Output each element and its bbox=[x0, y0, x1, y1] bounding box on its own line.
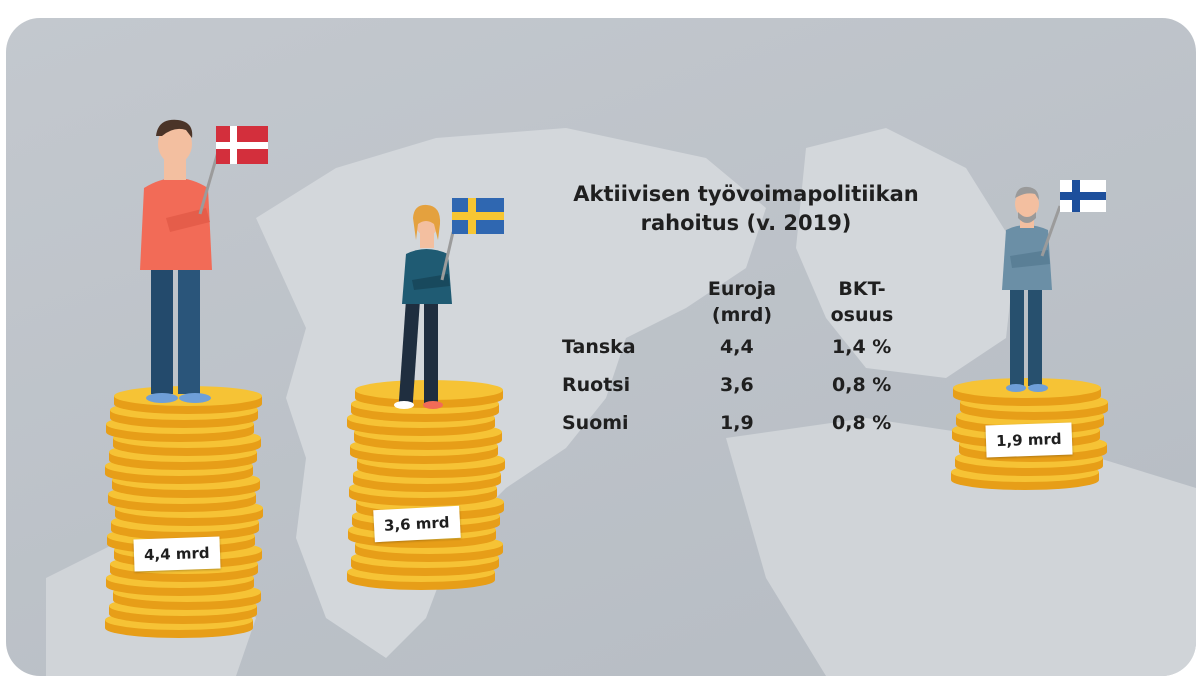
label-finland-amount: 1,9 mrd bbox=[985, 422, 1073, 458]
label-sweden-amount: 3,6 mrd bbox=[373, 505, 461, 543]
figures-layer bbox=[105, 119, 1108, 638]
column-header-gdp: BKT- osuus bbox=[802, 276, 922, 328]
coin-top bbox=[953, 378, 1101, 398]
column-header-euros: Euroja (mrd) bbox=[682, 276, 802, 328]
title-line-1: Aktiivisen työvoimapolitiikan bbox=[573, 182, 919, 206]
row-euros-ruotsi: 3,6 bbox=[720, 374, 754, 396]
person-finland bbox=[1002, 180, 1106, 392]
infographic-panel: Aktiivisen työvoimapolitiikan rahoitus (… bbox=[6, 18, 1196, 676]
row-gdp-ruotsi: 0,8 % bbox=[832, 374, 892, 396]
row-euros-suomi: 1,9 bbox=[720, 412, 754, 434]
chart-title: Aktiivisen työvoimapolitiikan rahoitus (… bbox=[526, 180, 966, 238]
column-header-gdp-line1: BKT- bbox=[838, 278, 886, 300]
denmark-flag-icon bbox=[216, 126, 268, 164]
person-denmark bbox=[140, 119, 268, 403]
sweden-flag-icon bbox=[452, 198, 504, 234]
person-sweden bbox=[394, 198, 504, 409]
title-line-2: rahoitus (v. 2019) bbox=[640, 211, 852, 235]
row-euros-tanska: 4,4 bbox=[720, 336, 754, 358]
label-denmark-amount: 4,4 mrd bbox=[133, 536, 221, 572]
row-gdp-suomi: 0,8 % bbox=[832, 412, 892, 434]
row-country-suomi: Suomi bbox=[562, 412, 629, 434]
column-header-gdp-line2: osuus bbox=[830, 304, 894, 326]
row-country-tanska: Tanska bbox=[562, 336, 636, 358]
finland-flag-icon bbox=[1060, 180, 1106, 212]
column-header-euros-line1: Euroja bbox=[707, 278, 777, 300]
coin-stack-sweden bbox=[347, 380, 505, 590]
row-country-ruotsi: Ruotsi bbox=[562, 374, 631, 396]
map-finland bbox=[796, 128, 1016, 378]
coin-stack-denmark bbox=[105, 386, 263, 638]
column-header-euros-line2: (mrd) bbox=[711, 304, 773, 326]
row-gdp-tanska: 1,4 % bbox=[832, 336, 892, 358]
